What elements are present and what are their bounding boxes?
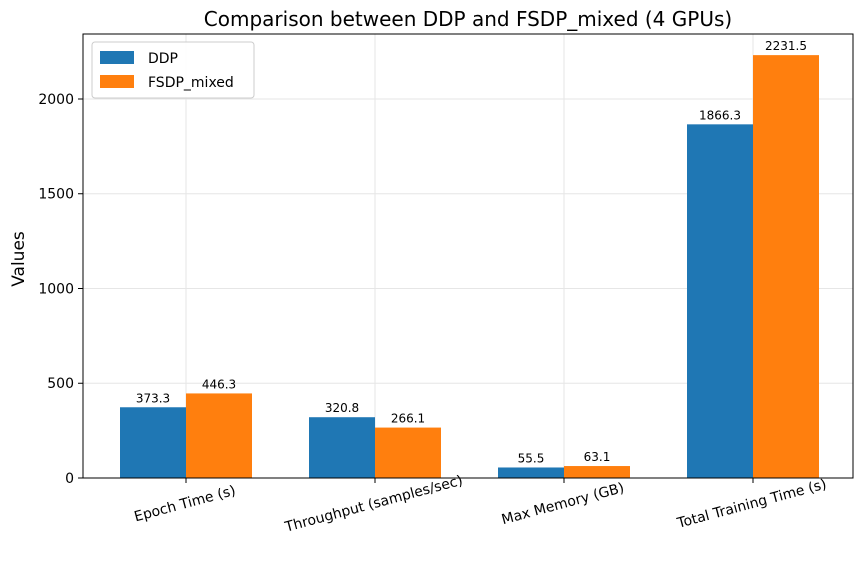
bar-ddp — [309, 417, 375, 478]
y-tick-label: 1000 — [38, 281, 74, 297]
y-axis-ticks: 0 500 1000 1500 2000 — [38, 92, 83, 487]
x-tick-label: Epoch Time (s) — [133, 483, 238, 525]
bar-fsdp-mixed — [186, 393, 252, 478]
y-tick-label: 2000 — [38, 92, 74, 108]
legend: DDP FSDP_mixed — [91, 41, 255, 99]
x-axis-ticks: Epoch Time (s) Throughput (samples/sec) Ma… — [133, 473, 829, 536]
bar-ddp — [687, 124, 753, 478]
data-label: 373.3 — [136, 391, 170, 405]
y-tick-label: 1500 — [38, 187, 74, 203]
data-label: 446.3 — [202, 377, 236, 391]
bar-fsdp-mixed — [564, 466, 630, 478]
legend-label: DDP — [148, 51, 178, 67]
data-label: 2231.5 — [765, 39, 807, 53]
bars — [120, 55, 819, 478]
y-tick-label: 500 — [47, 376, 74, 392]
x-tick-label: Total Training Time (s) — [675, 477, 829, 533]
y-tick-label: 0 — [65, 471, 74, 487]
data-label: 1866.3 — [699, 108, 741, 122]
data-label: 266.1 — [391, 412, 425, 426]
legend-label: FSDP_mixed — [148, 75, 234, 91]
plot-frame — [82, 33, 854, 479]
data-label: 63.1 — [584, 450, 611, 464]
bar-fsdp-mixed — [753, 55, 819, 478]
bar-fsdp-mixed — [375, 427, 441, 478]
legend-swatch — [100, 75, 134, 88]
y-axis-label: Values — [9, 231, 29, 287]
legend-swatch — [100, 51, 134, 64]
x-tick-label: Max Memory (GB) — [500, 480, 626, 528]
data-label: 320.8 — [325, 401, 359, 415]
bar-ddp — [498, 467, 564, 478]
data-labels: 373.3 320.8 55.5 1866.3 446.3 266.1 63.1 2231.5 — [136, 39, 807, 465]
bar-ddp — [120, 407, 186, 478]
x-tick-label: Throughput (samples/sec) — [282, 473, 464, 536]
data-label: 55.5 — [518, 451, 545, 465]
chart-title: Comparison between DDP and FSDP_mixed (4… — [204, 7, 732, 31]
